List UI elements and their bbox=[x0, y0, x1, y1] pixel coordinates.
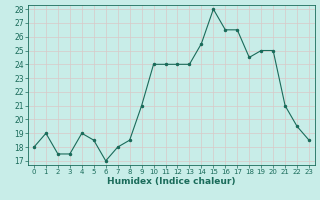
X-axis label: Humidex (Indice chaleur): Humidex (Indice chaleur) bbox=[107, 177, 236, 186]
